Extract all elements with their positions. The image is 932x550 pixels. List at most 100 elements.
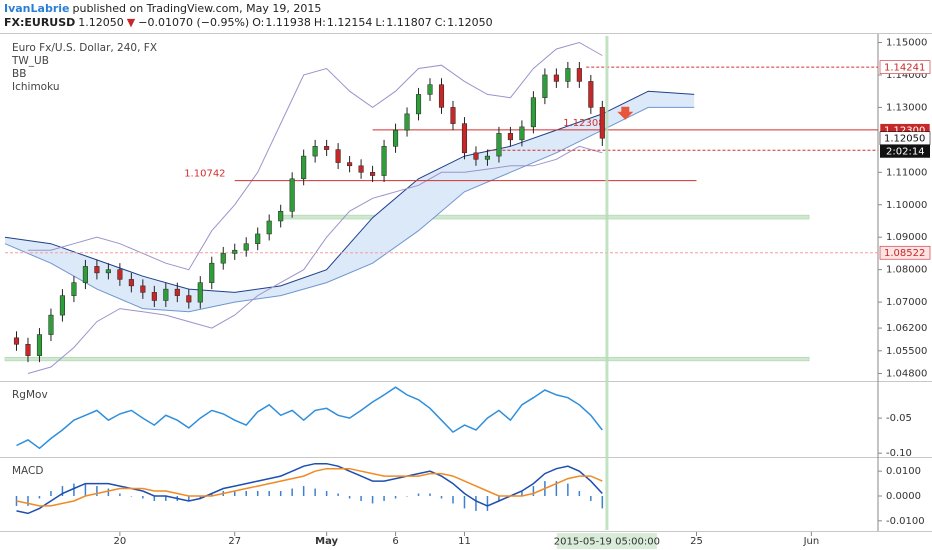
candle-body <box>48 314 54 335</box>
candle-body <box>438 84 445 108</box>
candle-body <box>197 282 203 303</box>
ohlc-value: 1.11807 <box>386 16 432 29</box>
histogram-bar <box>73 483 75 496</box>
y-tick-label: 0.0000 <box>886 491 921 502</box>
candle-body <box>588 81 594 108</box>
histogram-bar <box>394 495 397 499</box>
x-tick-label: May <box>315 536 338 547</box>
candle-body <box>473 152 479 160</box>
candle-body <box>450 107 456 124</box>
published: published on TradingView.com, May 19, 20… <box>72 2 322 15</box>
header: IvanLabrie published on TradingView.com, … <box>4 2 499 30</box>
candle-body <box>71 282 77 296</box>
candle-body <box>519 126 525 141</box>
histogram-bar <box>463 495 466 509</box>
candle-body <box>209 262 215 283</box>
histogram-bar <box>199 495 202 499</box>
y-tick-label: -0.05 <box>886 413 912 424</box>
candle-body <box>542 74 548 98</box>
panel-title: RgMov <box>12 389 48 401</box>
y-tick-label: 0.0100 <box>886 466 921 477</box>
candle-body <box>255 233 261 244</box>
candle-body <box>105 269 111 274</box>
candle-body <box>243 243 249 251</box>
histogram-bar <box>268 491 270 496</box>
ohlc: O:1.11938 H:1.12154 L:1.11807 C:1.12050 <box>252 16 495 29</box>
histogram-bar <box>383 495 385 501</box>
signal-arrow <box>617 106 634 120</box>
candle-body <box>301 155 307 180</box>
panel-title: Euro Fx/U.S. Dollar, 240, FX <box>12 42 157 54</box>
candle-body <box>496 133 502 157</box>
crosshair-label-bg <box>556 533 657 549</box>
x-tick-label: 20 <box>114 536 127 547</box>
candle-body <box>599 107 605 139</box>
candle-body <box>565 68 571 82</box>
histogram-bar <box>348 495 351 499</box>
histogram-bar <box>302 486 305 496</box>
y-tick-label: 1.15000 <box>886 37 927 48</box>
indicator-name: TW_UB <box>11 55 49 67</box>
candle-body <box>82 266 88 283</box>
ichimoku-cloud <box>5 91 695 312</box>
bollinger-lower <box>27 145 603 374</box>
candle-body <box>484 155 490 160</box>
y-tick-label: -0.10 <box>886 448 912 459</box>
candle-body <box>358 165 364 173</box>
quote-line: FX:EURUSD 1.12050 ▼ −0.01070 (−0.95%) O:1.11… <box>4 16 499 30</box>
candle-body <box>25 344 31 356</box>
histogram-bar <box>325 491 328 496</box>
candle-body <box>381 146 387 176</box>
ohlc-value: 1.11938 <box>265 16 311 29</box>
candle-body <box>289 178 295 212</box>
candle-body <box>415 94 422 115</box>
cloud-bottom <box>4 106 695 313</box>
y-tick-label: 1.08000 <box>886 265 927 276</box>
crosshair-label: 2015-05-19 05:00:00 <box>554 537 660 548</box>
countdown-bg <box>880 144 930 158</box>
support-zone <box>280 214 810 220</box>
candle-body <box>59 295 65 316</box>
ohlc-value: 1.12154 <box>326 16 373 29</box>
histogram-bar <box>498 495 500 501</box>
candle-body <box>370 172 376 176</box>
histogram-bar <box>291 488 293 496</box>
candle-body <box>404 113 410 131</box>
histogram-bar <box>371 495 374 504</box>
candle-body <box>393 129 399 147</box>
ohlc-key: C: <box>434 16 447 29</box>
panel-title: MACD <box>12 465 43 477</box>
x-tick-label: 11 <box>458 536 471 547</box>
histogram-bar <box>142 495 144 499</box>
price-tag <box>879 60 931 74</box>
bollinger-upper <box>28 41 603 271</box>
histogram-bar <box>417 493 420 496</box>
histogram-bar <box>245 491 247 496</box>
histogram-bar <box>406 495 408 497</box>
y-tick-label: 1.10000 <box>886 200 927 211</box>
histogram-bar <box>165 495 167 501</box>
histogram-bar <box>314 488 316 496</box>
histogram-bar <box>61 486 64 496</box>
candle-body <box>163 288 169 301</box>
candle-body <box>335 149 341 163</box>
candle-body <box>530 97 536 128</box>
histogram-bar <box>429 493 431 496</box>
y-tick-label: 1.06200 <box>886 323 927 334</box>
candle-body <box>128 279 134 287</box>
candle-body <box>461 123 468 154</box>
publish-line: IvanLabrie published on TradingView.com, … <box>4 2 499 16</box>
histogram-bar <box>107 488 110 496</box>
author[interactable]: IvanLabrie <box>4 2 70 15</box>
candle-body <box>576 68 582 82</box>
histogram-bar <box>601 495 604 509</box>
candle-body <box>117 269 123 280</box>
x-tick-label: 27 <box>228 536 241 547</box>
candle-body <box>278 210 284 222</box>
level-label: 1.10742 <box>184 169 225 180</box>
candle-body <box>266 220 272 235</box>
price-tag <box>879 245 931 260</box>
indicator-name: BB <box>12 68 26 80</box>
